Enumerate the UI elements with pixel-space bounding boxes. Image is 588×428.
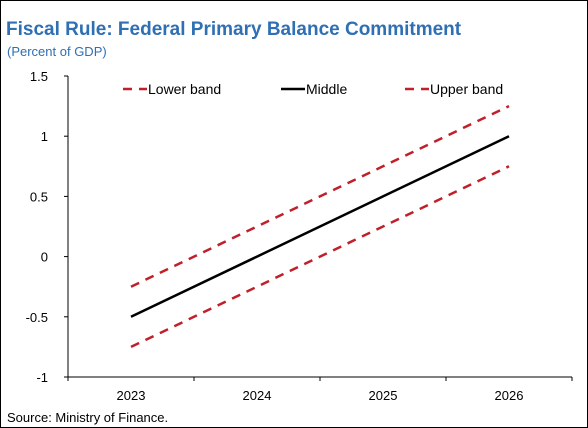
x-tick-label: 2024	[243, 388, 272, 403]
x-tick-label: 2025	[369, 388, 398, 403]
series-line-lower-band	[130, 165, 510, 349]
series-line-upper-band	[130, 104, 510, 288]
y-tick-label: 0	[41, 250, 48, 265]
y-tick-label: -0.5	[26, 310, 48, 325]
y-tick-label: 0.5	[30, 189, 48, 204]
y-tick-label: 1	[41, 129, 48, 144]
x-tick-label: 2023	[117, 388, 146, 403]
chart-subtitle: (Percent of GDP)	[7, 44, 107, 59]
y-tick-label: -1	[36, 370, 48, 385]
legend-label: Lower band	[148, 81, 221, 97]
legend-label: Middle	[306, 81, 347, 97]
legend-label: Upper band	[430, 81, 503, 97]
chart-source: Source: Ministry of Finance.	[7, 410, 169, 425]
series-line-middle	[130, 135, 510, 318]
y-tick-label: 1.5	[30, 69, 48, 84]
chart-title: Fiscal Rule: Federal Primary Balance Com…	[6, 19, 462, 40]
x-tick-label: 2026	[495, 388, 524, 403]
